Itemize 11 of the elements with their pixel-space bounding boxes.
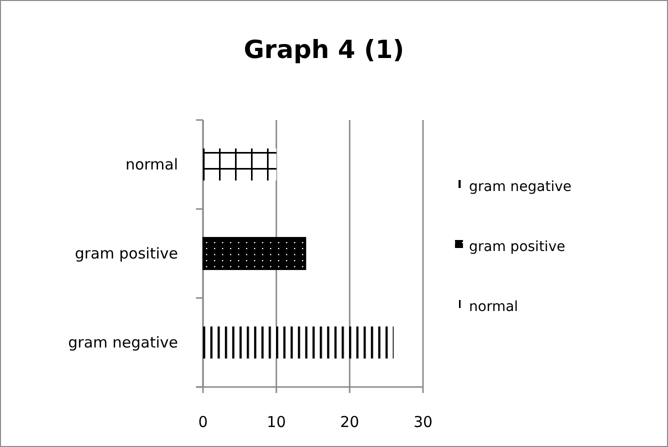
legend-label: normal xyxy=(469,299,518,315)
legend-label: gram positive xyxy=(469,239,566,255)
y-tick-label: gram positive xyxy=(74,244,178,262)
x-tick-label: 0 xyxy=(198,413,208,431)
legend-label: gram negative xyxy=(469,179,572,195)
x-tick-label: 10 xyxy=(266,413,286,431)
x-tick-label: 30 xyxy=(413,413,433,431)
y-tick-label: gram negative xyxy=(68,334,178,352)
x-tick-label: 20 xyxy=(340,413,360,431)
chart-title: Graph 4 (1) xyxy=(244,35,404,64)
y-tick-label: normal xyxy=(125,156,178,174)
